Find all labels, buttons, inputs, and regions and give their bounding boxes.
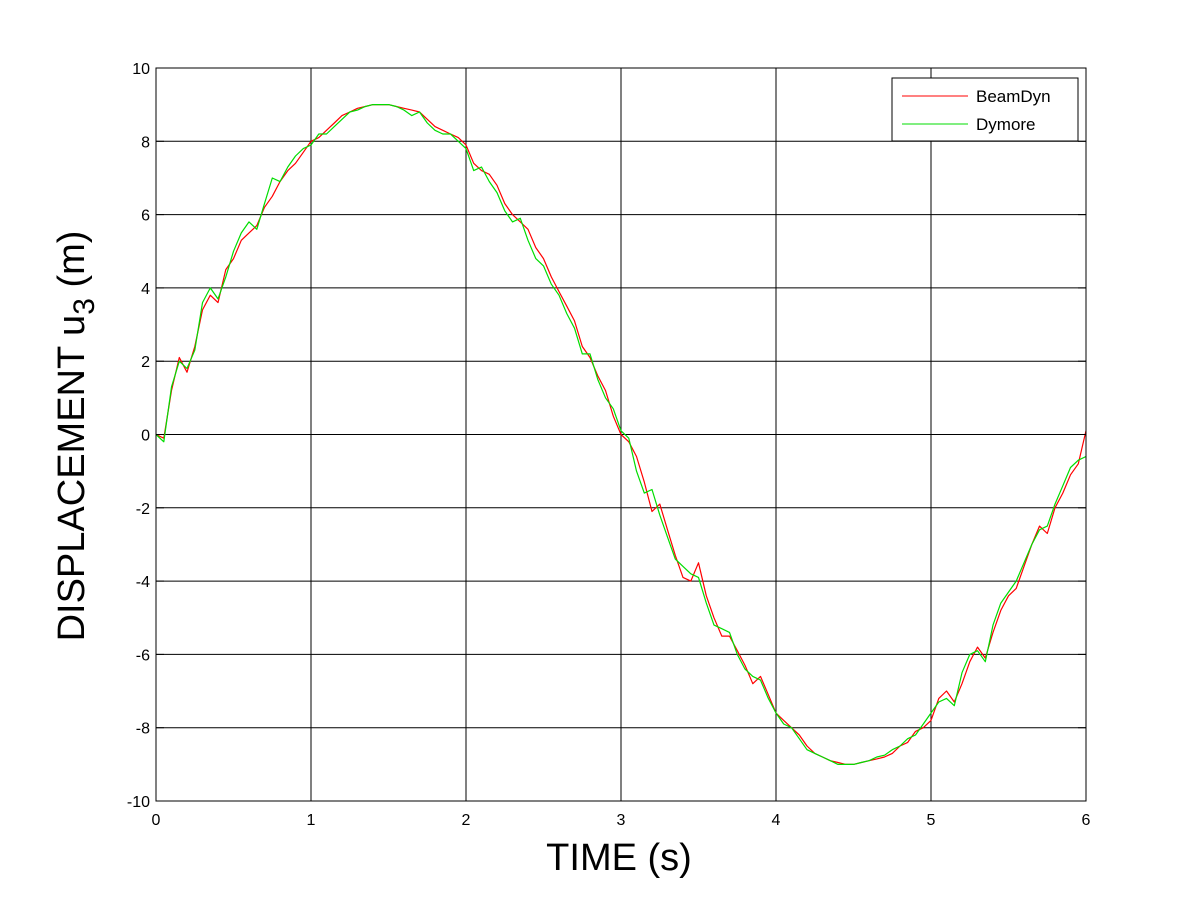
series-line-dymore	[155, 103, 1087, 766]
y-axis-title-main: DISPLACEMENT u	[51, 315, 93, 642]
x-tick-label: 1	[307, 812, 316, 829]
x-tick-label: 2	[462, 812, 471, 829]
legend-label-dymore: Dymore	[976, 115, 1036, 134]
series-line-beamdyn	[155, 103, 1087, 766]
y-tick-label: 0	[141, 428, 150, 445]
y-tick-label: 6	[141, 208, 150, 225]
legend-box	[891, 77, 1079, 142]
y-axis-title-unit: (m)	[51, 231, 93, 299]
y-tick-label: -8	[136, 721, 150, 738]
x-axis-title: TIME (s)	[546, 837, 692, 879]
y-tick-label: -10	[127, 794, 150, 811]
y-tick-label: 2	[141, 354, 150, 371]
y-tick-labels: -10 -8 -6 -4 -2 0 2 4 6 8 10	[127, 61, 150, 811]
y-tick-label: -2	[136, 501, 150, 518]
y-tick-label: -4	[136, 574, 150, 591]
series-lines	[155, 103, 1087, 766]
x-tick-label: 0	[152, 812, 161, 829]
x-tick-labels: 0 1 2 3 4 5 6	[152, 812, 1091, 829]
y-axis-title-subscript: 3	[68, 298, 101, 315]
x-tick-label: 3	[617, 812, 626, 829]
y-tick-label: -6	[136, 647, 150, 664]
y-tick-label: 4	[141, 281, 150, 298]
y-tick-label: 10	[132, 61, 150, 78]
y-tick-label: 8	[141, 134, 150, 151]
legend: BeamDyn Dymore	[891, 77, 1079, 142]
x-tick-label: 4	[772, 812, 781, 829]
legend-label-beamdyn: BeamDyn	[976, 87, 1051, 106]
y-axis-title: DISPLACEMENT u3 (m)	[51, 231, 101, 642]
x-tick-label: 6	[1082, 812, 1091, 829]
axis-ticks	[155, 67, 1087, 802]
x-tick-label: 5	[927, 812, 936, 829]
